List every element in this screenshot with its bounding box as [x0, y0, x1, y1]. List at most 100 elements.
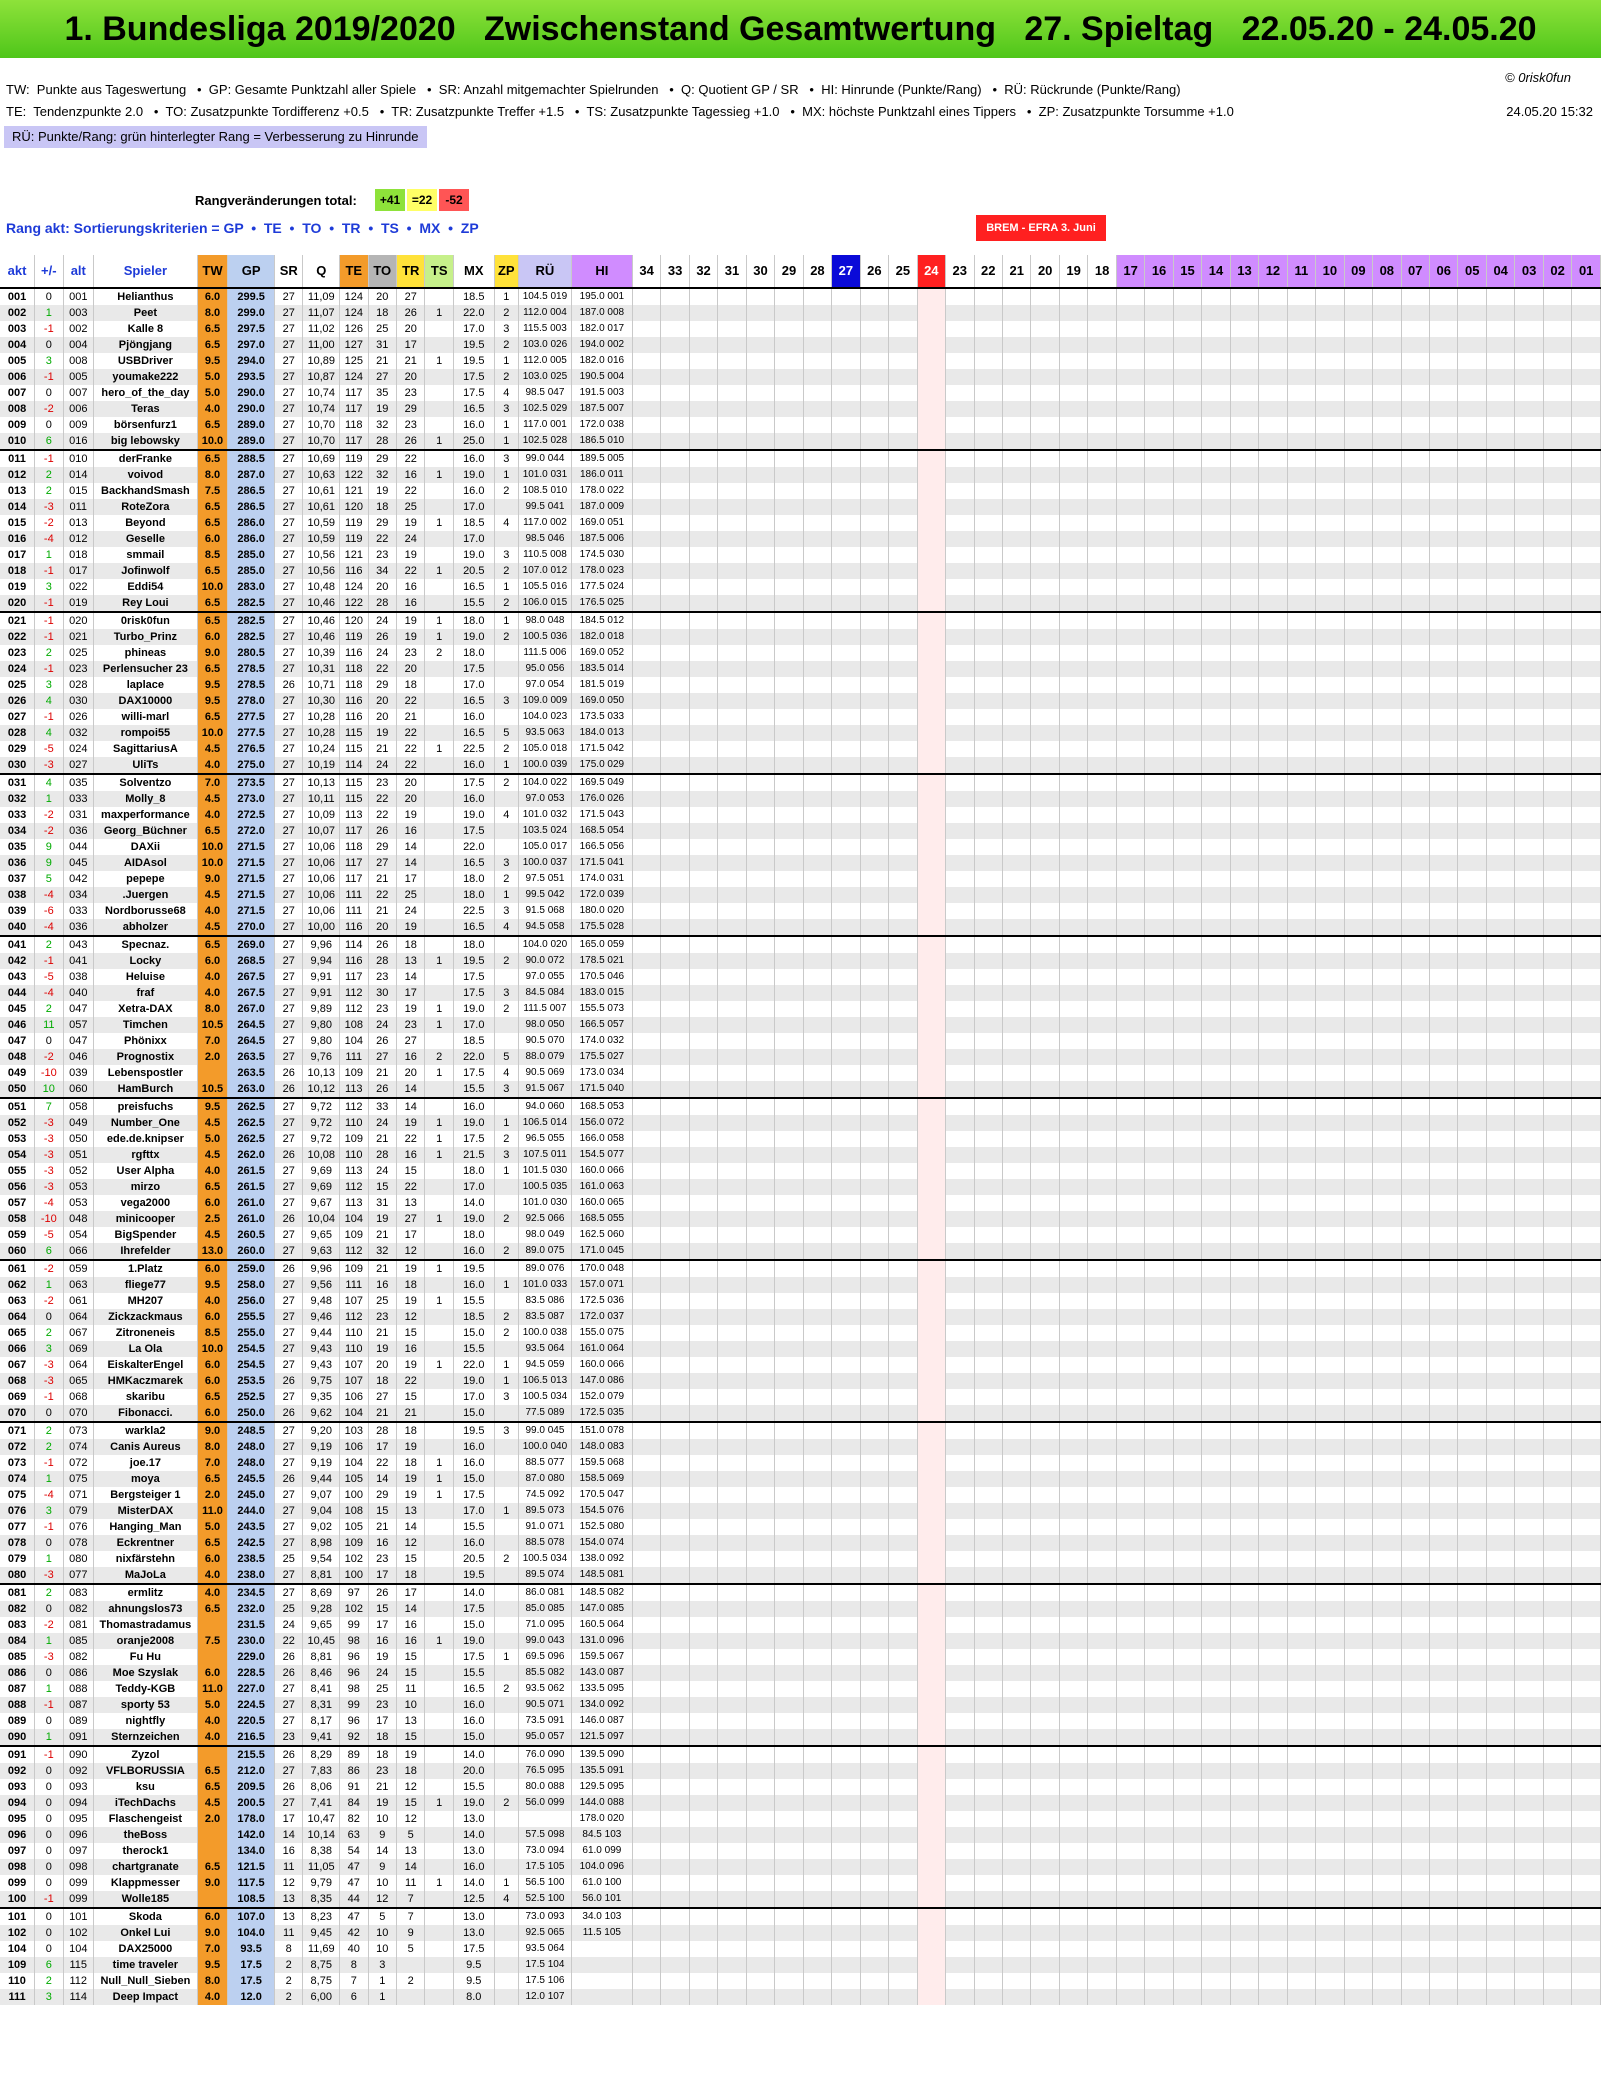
matchday-cell: [1372, 1147, 1402, 1163]
matchday-cell: [917, 1779, 947, 1795]
cell-name: hero_of_the_day: [93, 385, 198, 401]
cell-mx: 15.5: [453, 1519, 495, 1535]
cell-name: AIDAsol: [93, 855, 198, 871]
matchday-cell: [1087, 887, 1117, 903]
matchday-cell: [1087, 645, 1117, 661]
cell-ts: [424, 369, 454, 385]
matchday-cell: [1372, 1033, 1402, 1049]
matchday-cell: [1258, 645, 1288, 661]
cell-mx: 19.0: [453, 629, 495, 645]
matchday-cell: [1571, 1535, 1601, 1551]
matchday-cell: [1002, 353, 1032, 369]
cell-zp: 2: [494, 1681, 520, 1697]
cell-q: 9,63: [302, 1243, 341, 1260]
matchday-cell: [917, 401, 947, 417]
matchday-cell: [1030, 855, 1060, 871]
matchday-cell: [1457, 1811, 1487, 1827]
cell-hi: 154.5 077: [571, 1147, 633, 1163]
cell-gp: 261.0: [227, 1195, 275, 1211]
matchday-cell: [1030, 1551, 1060, 1567]
cell-ru: 98.0 049: [518, 1227, 572, 1243]
matchday-cell: [1173, 823, 1203, 839]
matchday-cell: [1429, 709, 1459, 725]
matchday-cell: [1201, 1227, 1231, 1243]
cell-ts: [424, 807, 454, 823]
matchday-cell: [1543, 645, 1573, 661]
cell-to: 19: [368, 401, 398, 417]
cell-alt: 038: [63, 969, 95, 985]
matchday-cell: [1173, 773, 1203, 791]
matchday-cell: [917, 1745, 947, 1763]
matchday-cell: [1543, 1519, 1573, 1535]
matchday-cell: [945, 1487, 975, 1503]
matchday-cell: [803, 823, 833, 839]
cell-d: 6: [34, 1243, 64, 1260]
matchday-cell: [888, 401, 918, 417]
matchday-cell: [1543, 903, 1573, 919]
cell-tr: 11: [396, 1681, 426, 1697]
matchday-cell: [945, 629, 975, 645]
matchday-cell: [917, 1405, 947, 1422]
matchday-cell: [1201, 1503, 1231, 1519]
matchday-cell: [1173, 839, 1203, 855]
matchday-cell: [746, 417, 776, 433]
matchday-cell: [1002, 1617, 1032, 1633]
cell-tw: 6.5: [197, 499, 229, 515]
matchday-cell: [746, 1471, 776, 1487]
cell-akt: 074: [0, 1471, 36, 1487]
cell-ts: [424, 385, 454, 401]
matchday-cell: [632, 887, 662, 903]
matchday-cell: [1315, 1503, 1345, 1519]
matchday-cell: [1429, 611, 1459, 629]
matchday-cell: [717, 611, 747, 629]
matchday-cell: [803, 903, 833, 919]
cell-sr: 27: [274, 1309, 304, 1325]
cell-ru: 89.5 073: [518, 1503, 572, 1519]
matchday-cell: [1116, 709, 1146, 725]
matchday-cell: [632, 903, 662, 919]
matchday-cell: [774, 1519, 804, 1535]
matchday-cell: [774, 1325, 804, 1341]
matchday-cell: [860, 1421, 890, 1439]
matchday-cell: [746, 611, 776, 629]
matchday-cell: [888, 1097, 918, 1115]
matchday-cell: [632, 1763, 662, 1779]
matchday-cell: [689, 353, 719, 369]
matchday-cell: [945, 1681, 975, 1697]
matchday-cell: [974, 1389, 1003, 1405]
matchday-cell: [917, 1373, 947, 1389]
matchday-cell: [860, 919, 890, 936]
matchday-cell: [689, 563, 719, 579]
cell-alt: 064: [63, 1357, 95, 1373]
matchday-cell: [1059, 321, 1089, 337]
matchday-cell: [1059, 629, 1089, 645]
matchday-cell: [1002, 823, 1032, 839]
matchday-cell: [1372, 1713, 1402, 1729]
matchday-cell: [1087, 1357, 1117, 1373]
matchday-cell: [717, 1001, 747, 1017]
matchday-cell: [1429, 288, 1459, 305]
cell-to: 24: [368, 611, 398, 629]
matchday-cell: [917, 531, 947, 547]
matchday-cell: [1571, 661, 1601, 677]
cell-name: abholzer: [93, 919, 198, 936]
cell-to: 21: [368, 871, 398, 887]
cell-mx: 14.0: [453, 1745, 495, 1763]
matchday-cell: [1116, 1081, 1146, 1098]
matchday-cell: [1457, 887, 1487, 903]
matchday-cell: [1230, 1617, 1260, 1633]
cell-mx: 16.0: [453, 1277, 495, 1293]
matchday-cell: [1429, 1163, 1459, 1179]
cell-gp: 234.5: [227, 1583, 275, 1601]
matchday-cell: [888, 1665, 918, 1681]
cell-q: 10,56: [302, 563, 341, 579]
matchday-cell: [1344, 1601, 1374, 1617]
cell-ru: 99.0 043: [518, 1633, 572, 1649]
cell-sr: 27: [274, 483, 304, 499]
matchday-cell: [1514, 369, 1544, 385]
cell-te: 110: [339, 1147, 369, 1163]
matchday-cell: [945, 1713, 975, 1729]
cell-gp: 299.0: [227, 305, 275, 321]
matchday-cell: [632, 1729, 662, 1746]
matchday-cell: [1059, 483, 1089, 499]
